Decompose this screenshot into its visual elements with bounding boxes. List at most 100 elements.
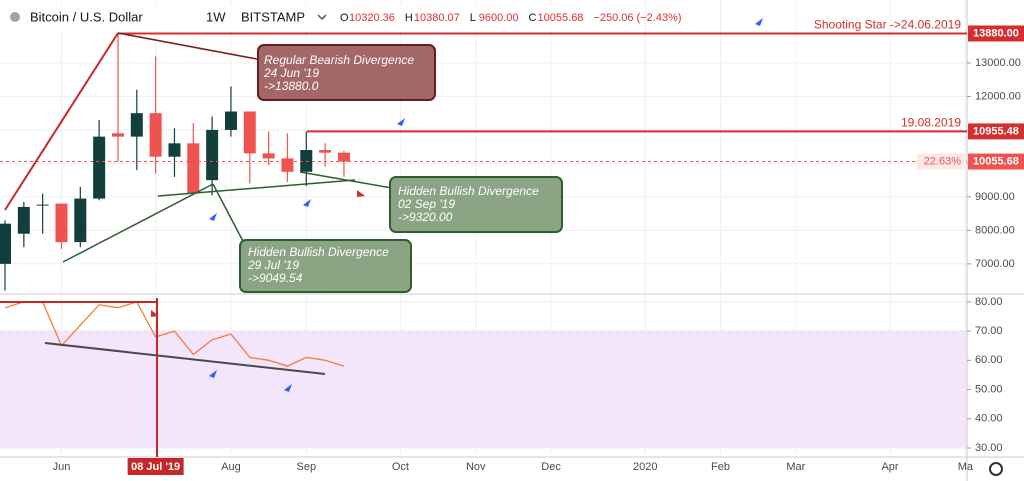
x-tick-label: Ma <box>958 461 974 473</box>
ohlc-label: L <box>470 12 476 24</box>
level-note: Shooting Star ->24.06.2019 <box>814 18 961 32</box>
signal-icon <box>303 199 311 207</box>
exchange: BITSTAMP <box>241 9 305 24</box>
signal-icon <box>151 310 159 317</box>
header-background <box>0 4 620 30</box>
ohlc-value: 9600.00 <box>479 12 519 24</box>
callout-text: 24 Jun '19 <box>263 66 319 80</box>
candle-body <box>149 113 162 157</box>
y-tick-label: 7000.00 <box>975 258 1015 270</box>
callout-text: ->13880.0 <box>264 79 319 93</box>
candle-body <box>130 113 143 137</box>
candle-body <box>300 150 313 172</box>
ohlc-value: 10055.68 <box>538 12 584 24</box>
note-box <box>917 153 965 170</box>
callout-text: 02 Sep '19 <box>398 197 455 211</box>
price-label: 10955.48 <box>973 125 1019 137</box>
y-tick-label: 30.00 <box>975 442 1003 454</box>
callout-text: Hidden Bullish Divergence <box>398 184 539 198</box>
candle-body <box>36 204 49 206</box>
candle-body <box>17 206 30 234</box>
y-tick-label: 70.00 <box>975 325 1003 337</box>
x-tick-label: Dec <box>541 461 561 473</box>
candle-body <box>187 143 200 194</box>
y-tick-label: 50.00 <box>975 383 1003 395</box>
ohlc-value: 10320.36 <box>349 12 395 24</box>
x-tick-label: Jun <box>53 461 71 473</box>
plot-layer: 7000.008000.009000.0010000.0011000.00120… <box>0 18 1024 475</box>
candle-body <box>281 158 294 172</box>
callout-pointer <box>212 183 246 246</box>
ohlc-label: C <box>529 12 537 24</box>
callout: Regular Bearish Divergence 24 Jun '19 ->… <box>257 44 436 101</box>
y-tick-label: 60.00 <box>975 354 1003 366</box>
y-tick-label: 9000.00 <box>975 191 1015 203</box>
dropdown-chevron[interactable] <box>317 14 327 21</box>
ohlc-label: H <box>405 12 413 24</box>
rsi-trend-line <box>44 342 326 375</box>
y-tick-label: 80.00 <box>975 296 1003 308</box>
candle-body <box>262 153 275 159</box>
callout-text: 29 Jul '19 <box>247 258 299 272</box>
callout-box <box>257 44 436 101</box>
x-tick-label: Feb <box>711 461 730 473</box>
price-label-box <box>968 25 1024 42</box>
x-tick-label: 08 Jul '19 <box>131 461 180 473</box>
level-note: 22.63% <box>924 155 962 167</box>
trend-line <box>62 183 214 263</box>
callout: Hidden Bullish Divergence 02 Sep '19 ->9… <box>389 176 563 233</box>
trend-line <box>157 179 356 197</box>
candle-body <box>111 133 124 137</box>
callout-text: Hidden Bullish Divergence <box>248 245 389 259</box>
callout-text: ->9320.00 <box>398 210 453 224</box>
price-label-box <box>968 153 1024 170</box>
price-label: 13880.00 <box>973 27 1019 39</box>
x-tick-label: Oct <box>392 461 409 473</box>
signal-icon <box>755 18 763 26</box>
y-tick-label: 8000.00 <box>975 224 1015 236</box>
signal-icon <box>284 384 292 392</box>
candle-body <box>224 111 237 130</box>
settings-button[interactable] <box>989 462 1003 476</box>
candle-body <box>337 152 350 162</box>
candle-body <box>168 143 181 157</box>
change: −250.06 (−2.43%) <box>593 12 681 24</box>
callout-pointer <box>117 32 263 61</box>
callout-box <box>239 239 412 293</box>
signal-icon <box>397 118 405 126</box>
interval[interactable]: 1W <box>206 9 226 24</box>
callout-box <box>389 176 563 233</box>
candle-body <box>55 203 68 243</box>
x-tick-label: Apr <box>881 461 898 473</box>
candle-body <box>206 129 219 181</box>
callout-text: ->9049.54 <box>248 271 303 285</box>
ohlc-values: O 10320.36 H 10380.07 L 9600.00 C 10055.68 <box>340 12 583 24</box>
level-note: 19.08.2019 <box>901 116 961 130</box>
candle-body <box>319 150 332 153</box>
y-tick-label: 13000.00 <box>975 57 1021 69</box>
x-tick-label: Sep <box>296 461 316 473</box>
symbol-name: Bitcoin / U.S. Dollar <box>30 9 143 24</box>
x-tick-label: 2020 <box>633 461 657 473</box>
signal-icon <box>209 370 217 378</box>
y-tick-label: 12000.00 <box>975 90 1021 102</box>
ohlc-value: 10380.07 <box>414 12 460 24</box>
price-label: 10055.68 <box>973 155 1019 167</box>
candle-body <box>243 111 256 154</box>
x-tick-label: Nov <box>466 461 486 473</box>
x-tick-highlight <box>127 458 184 475</box>
symbol-icon <box>10 12 20 22</box>
x-tick-label: Mar <box>786 461 805 473</box>
y-tick-label: 40.00 <box>975 413 1003 425</box>
ohlc-label: O <box>340 12 349 24</box>
candle-body <box>0 223 11 264</box>
x-tick-label: Aug <box>221 461 241 473</box>
callout-text: Regular Bearish Divergence <box>264 53 414 67</box>
candle-body <box>74 198 87 243</box>
trend-line <box>4 32 119 211</box>
callout: Hidden Bullish Divergence 29 Jul '19 ->9… <box>239 239 412 293</box>
signal-icon <box>357 190 365 197</box>
signal-icon <box>209 213 217 221</box>
callout-pointer <box>299 171 393 189</box>
